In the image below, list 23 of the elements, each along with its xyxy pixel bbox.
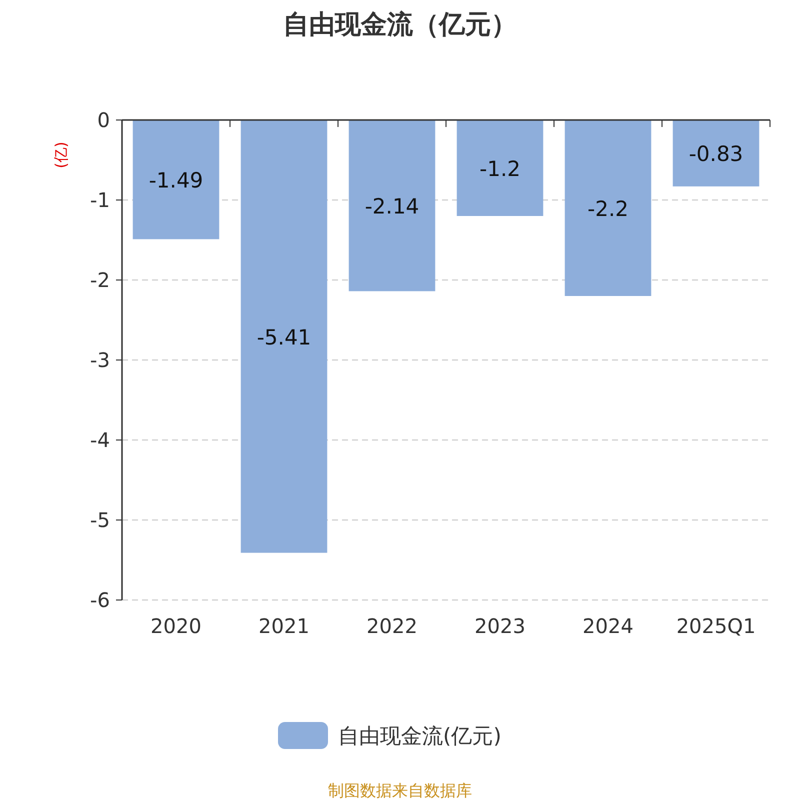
y-tick-label: -5	[90, 508, 110, 532]
x-tick-label: 2024	[582, 614, 634, 638]
x-tick-label: 2025Q1	[676, 614, 756, 638]
data-label: -0.83	[688, 142, 744, 166]
y-tick-label: -2	[90, 268, 110, 292]
y-tick-label: -6	[90, 588, 110, 612]
data-label: -2.2	[588, 197, 628, 221]
data-label: -1.2	[480, 157, 520, 181]
x-tick-label: 2023	[474, 614, 526, 638]
y-axis-title: (亿)	[52, 142, 70, 168]
y-tick-label: -3	[90, 348, 110, 372]
x-tick-label: 2022	[366, 614, 418, 638]
data-label: -1.49	[148, 168, 204, 193]
y-tick-label: -1	[90, 188, 110, 212]
data-label: -2.14	[364, 194, 420, 219]
x-tick-label: 2021	[258, 614, 310, 638]
chart-title: 自由现金流（亿元）	[283, 10, 517, 40]
data-label: -5.41	[256, 325, 312, 350]
y-tick-label: -4	[90, 428, 110, 452]
x-tick-label: 2020	[150, 614, 202, 638]
text: 制图数据来自数据库	[328, 781, 472, 800]
y-tick-label: 0	[97, 108, 110, 132]
legend-label: 自由现金流(亿元)	[338, 724, 502, 748]
